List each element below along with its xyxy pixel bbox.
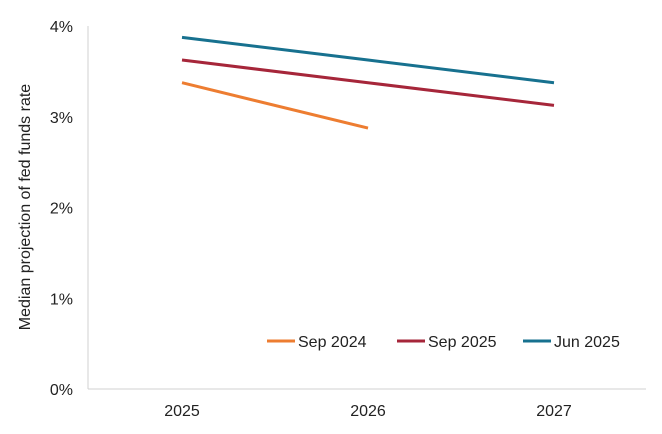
series-lines xyxy=(181,35,555,130)
y-tick-label: 2% xyxy=(50,201,73,218)
x-tick-labels: 2025 2026 2027 xyxy=(164,403,572,420)
series-line-sep-2024 xyxy=(181,81,369,130)
y-tick-label: 1% xyxy=(50,291,73,308)
y-tick-label: 4% xyxy=(50,19,73,36)
y-tick-label: 3% xyxy=(50,110,73,127)
legend-label: Jun 2025 xyxy=(554,334,620,351)
x-tick-label: 2026 xyxy=(350,403,386,420)
x-tick-label: 2027 xyxy=(536,403,572,420)
series-line-jun-2025 xyxy=(181,35,555,85)
series-line-sep-2025 xyxy=(181,58,555,107)
legend-label: Sep 2025 xyxy=(428,334,497,351)
legend-label: Sep 2024 xyxy=(298,334,367,351)
legend: Sep 2024 Sep 2025 Jun 2025 xyxy=(267,334,620,351)
x-tick-label: 2025 xyxy=(164,403,200,420)
y-tick-labels: 0% 1% 2% 3% 4% xyxy=(50,19,73,399)
y-axis-title: Median projection of fed funds rate xyxy=(17,84,34,330)
y-tick-label: 0% xyxy=(50,382,73,399)
